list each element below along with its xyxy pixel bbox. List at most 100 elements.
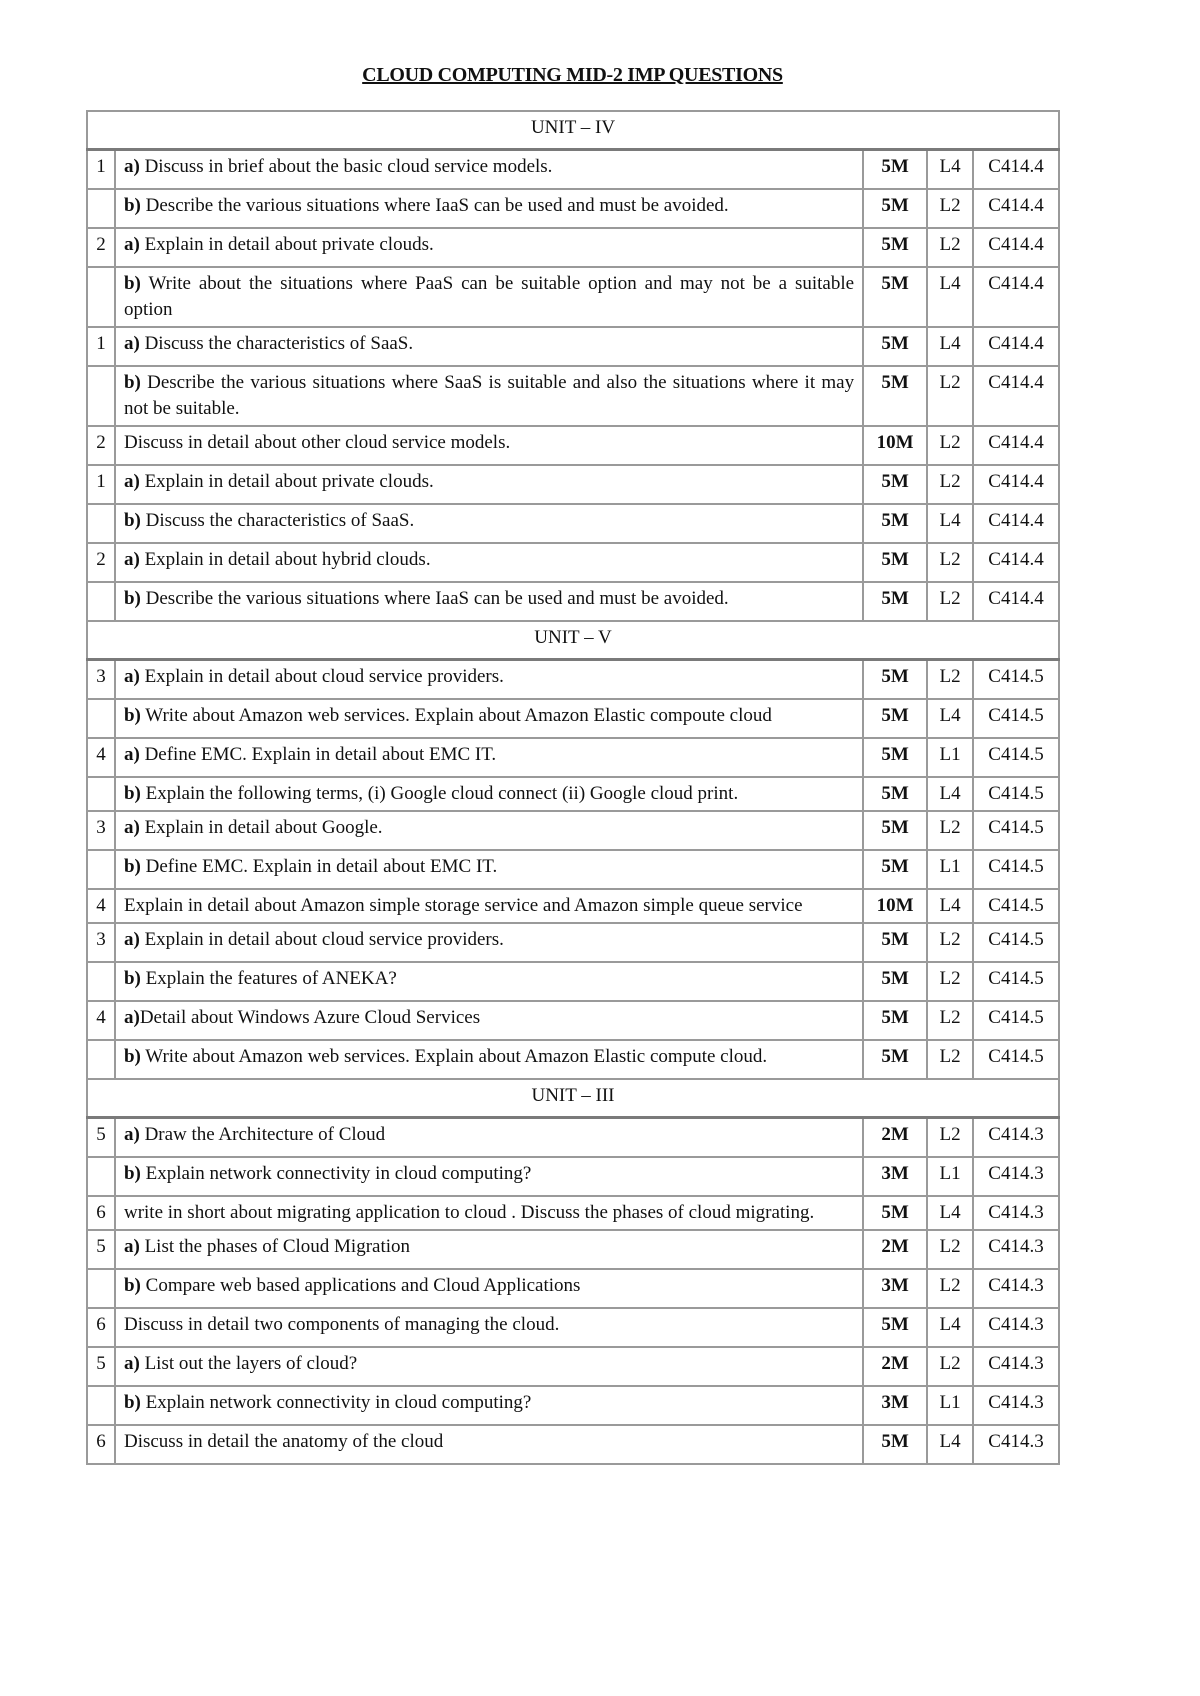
question-text: a) Explain in detail about private cloud… xyxy=(113,227,865,268)
marks: 5M xyxy=(862,658,929,700)
course-outcome: C414.4 xyxy=(972,266,1060,328)
question-number: 4 xyxy=(86,1000,116,1041)
marks: 5M xyxy=(862,464,929,505)
question-body: Write about the situations where PaaS ca… xyxy=(123,273,855,320)
question-part-label: b) xyxy=(123,783,141,804)
course-outcome: C414.5 xyxy=(972,849,1060,890)
bloom-level: L4 xyxy=(926,326,975,367)
question-row: 5 a) List the phases of Cloud Migration 2M… xyxy=(86,1229,1060,1270)
course-outcome: C414.3 xyxy=(972,1385,1060,1426)
course-outcome: C414.5 xyxy=(972,737,1060,778)
question-number: 2 xyxy=(86,542,116,583)
question-text: b) Write about Amazon web services. Expl… xyxy=(113,1039,865,1080)
bloom-level: L2 xyxy=(926,1229,975,1270)
question-body: Define EMC. Explain in detail about EMC … xyxy=(139,744,497,765)
question-row: b) Write about Amazon web services. Expl… xyxy=(86,698,1060,739)
bloom-level: L2 xyxy=(926,1116,975,1158)
course-outcome: C414.3 xyxy=(972,1346,1060,1387)
question-part-label: a) xyxy=(123,471,140,492)
bloom-level: L2 xyxy=(926,425,975,466)
question-part-label: b) xyxy=(123,1163,141,1184)
marks: 3M xyxy=(862,1156,929,1197)
question-body: write in short about migrating applicati… xyxy=(123,1202,815,1223)
question-part-label: b) xyxy=(123,705,141,726)
question-text: a) Discuss the characteristics of SaaS. xyxy=(113,326,865,367)
bloom-level: L2 xyxy=(926,365,975,427)
question-body: Define EMC. Explain in detail about EMC … xyxy=(140,856,498,877)
bloom-level: L2 xyxy=(926,658,975,700)
question-number xyxy=(86,365,116,427)
bloom-level: L4 xyxy=(926,1195,975,1231)
bloom-level: L1 xyxy=(926,1156,975,1197)
unit-header-row: UNIT – V xyxy=(86,620,1060,661)
question-body: Detail about Windows Azure Cloud Service… xyxy=(139,1007,481,1028)
bloom-level: L2 xyxy=(926,1039,975,1080)
course-outcome: C414.4 xyxy=(972,581,1060,622)
question-number xyxy=(86,188,116,229)
question-body: Explain network connectivity in cloud co… xyxy=(140,1392,532,1413)
question-part-label: a) xyxy=(123,666,140,687)
question-part-label: a) xyxy=(123,234,140,255)
question-part-label: b) xyxy=(123,1275,141,1296)
question-number: 3 xyxy=(86,810,116,851)
question-row: 2 a) Explain in detail about private clou… xyxy=(86,227,1060,268)
question-part-label: b) xyxy=(123,372,141,393)
course-outcome: C414.5 xyxy=(972,922,1060,963)
question-row: 3 a) Explain in detail about cloud servic… xyxy=(86,658,1060,700)
question-number xyxy=(86,1268,116,1309)
question-part-label: b) xyxy=(123,588,141,609)
question-row: 4 a)Detail about Windows Azure Cloud Serv… xyxy=(86,1000,1060,1041)
bloom-level: L2 xyxy=(926,1000,975,1041)
marks: 3M xyxy=(862,1385,929,1426)
marks: 5M xyxy=(862,326,929,367)
question-body: Explain in detail about Google. xyxy=(139,817,383,838)
question-number: 5 xyxy=(86,1229,116,1270)
bloom-level: L2 xyxy=(926,581,975,622)
question-row: b) Define EMC. Explain in detail about E… xyxy=(86,849,1060,890)
question-text: b) Compare web based applications and Cl… xyxy=(113,1268,865,1309)
question-number: 6 xyxy=(86,1424,116,1465)
question-text: b) Explain the features of ANEKA? xyxy=(113,961,865,1002)
unit-heading: UNIT – V xyxy=(86,620,1060,661)
question-text: b) Describe the various situations where… xyxy=(113,188,865,229)
course-outcome: C414.5 xyxy=(972,888,1060,924)
question-row: 2 a) Explain in detail about hybrid cloud… xyxy=(86,542,1060,583)
question-row: 1 a) Discuss the characteristics of SaaS.… xyxy=(86,326,1060,367)
course-outcome: C414.3 xyxy=(972,1424,1060,1465)
question-body: Explain in detail about hybrid clouds. xyxy=(139,549,431,570)
marks: 5M xyxy=(862,148,929,190)
marks: 5M xyxy=(862,698,929,739)
bloom-level: L2 xyxy=(926,1346,975,1387)
question-text: a) Explain in detail about cloud service… xyxy=(113,658,865,700)
bloom-level: L2 xyxy=(926,188,975,229)
bloom-level: L1 xyxy=(926,737,975,778)
unit-header-row: UNIT – IV xyxy=(86,110,1060,151)
question-body: Discuss in detail two components of mana… xyxy=(123,1314,560,1335)
question-row: b) Write about Amazon web services. Expl… xyxy=(86,1039,1060,1080)
question-number xyxy=(86,961,116,1002)
question-part-label: a) xyxy=(123,1007,140,1028)
course-outcome: C414.4 xyxy=(972,464,1060,505)
question-text: Discuss in detail the anatomy of the clo… xyxy=(113,1424,865,1465)
bloom-level: L4 xyxy=(926,1307,975,1348)
question-text: write in short about migrating applicati… xyxy=(113,1195,865,1231)
marks: 5M xyxy=(862,542,929,583)
course-outcome: C414.4 xyxy=(972,326,1060,367)
question-row: 4 a) Define EMC. Explain in detail about … xyxy=(86,737,1060,778)
bloom-level: L2 xyxy=(926,1268,975,1309)
question-text: a) Explain in detail about cloud service… xyxy=(113,922,865,963)
marks: 10M xyxy=(862,425,929,466)
marks: 5M xyxy=(862,810,929,851)
question-text: a) Discuss in brief about the basic clou… xyxy=(113,148,865,190)
question-row: 5 a) List out the layers of cloud? 2M L2 C41… xyxy=(86,1346,1060,1387)
course-outcome: C414.4 xyxy=(972,365,1060,427)
question-row: 5 a) Draw the Architecture of Cloud 2M L2 C4… xyxy=(86,1116,1060,1158)
question-part-label: a) xyxy=(123,1236,140,1257)
question-row: b) Describe the various situations where… xyxy=(86,188,1060,229)
marks: 2M xyxy=(862,1229,929,1270)
question-text: b) Write about Amazon web services. Expl… xyxy=(113,698,865,739)
question-number xyxy=(86,698,116,739)
marks: 5M xyxy=(862,266,929,328)
question-text: Explain in detail about Amazon simple st… xyxy=(113,888,865,924)
question-text: b) Define EMC. Explain in detail about E… xyxy=(113,849,865,890)
